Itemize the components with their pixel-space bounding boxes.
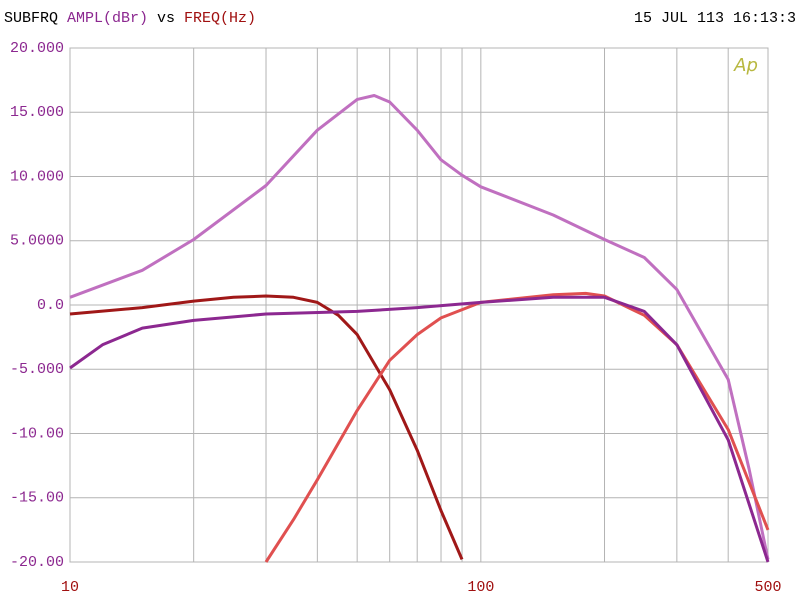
title-part: FREQ(Hz) [184, 10, 256, 27]
timestamp: 15 JUL 113 16:13:3 [634, 10, 796, 27]
logo: Ap [733, 55, 758, 76]
y-tick-label: -20.00 [10, 554, 64, 571]
x-tick-label: 10 [61, 579, 79, 596]
data-line [264, 291, 770, 563]
y-tick-label: -5.000 [10, 361, 64, 378]
y-tick-label: -10.00 [10, 425, 64, 442]
data-line [69, 94, 770, 560]
y-tick-label: 15.000 [10, 104, 64, 121]
x-tick-label: 100 [467, 579, 494, 596]
title-part: SUBFRQ [4, 10, 58, 27]
x-tick-label: 500 [754, 579, 781, 596]
data-line [69, 294, 464, 560]
plot-frame [69, 47, 769, 563]
title-part: AMPL(dBr) [67, 10, 148, 27]
y-tick-label: 20.000 [10, 40, 64, 57]
data-line [69, 295, 770, 563]
title-part: vs [157, 10, 175, 27]
y-tick-label: 10.000 [10, 168, 64, 185]
y-tick-label: 0.0 [37, 297, 64, 314]
y-tick-label: 5.0000 [10, 233, 64, 250]
y-tick-label: -15.00 [10, 490, 64, 507]
